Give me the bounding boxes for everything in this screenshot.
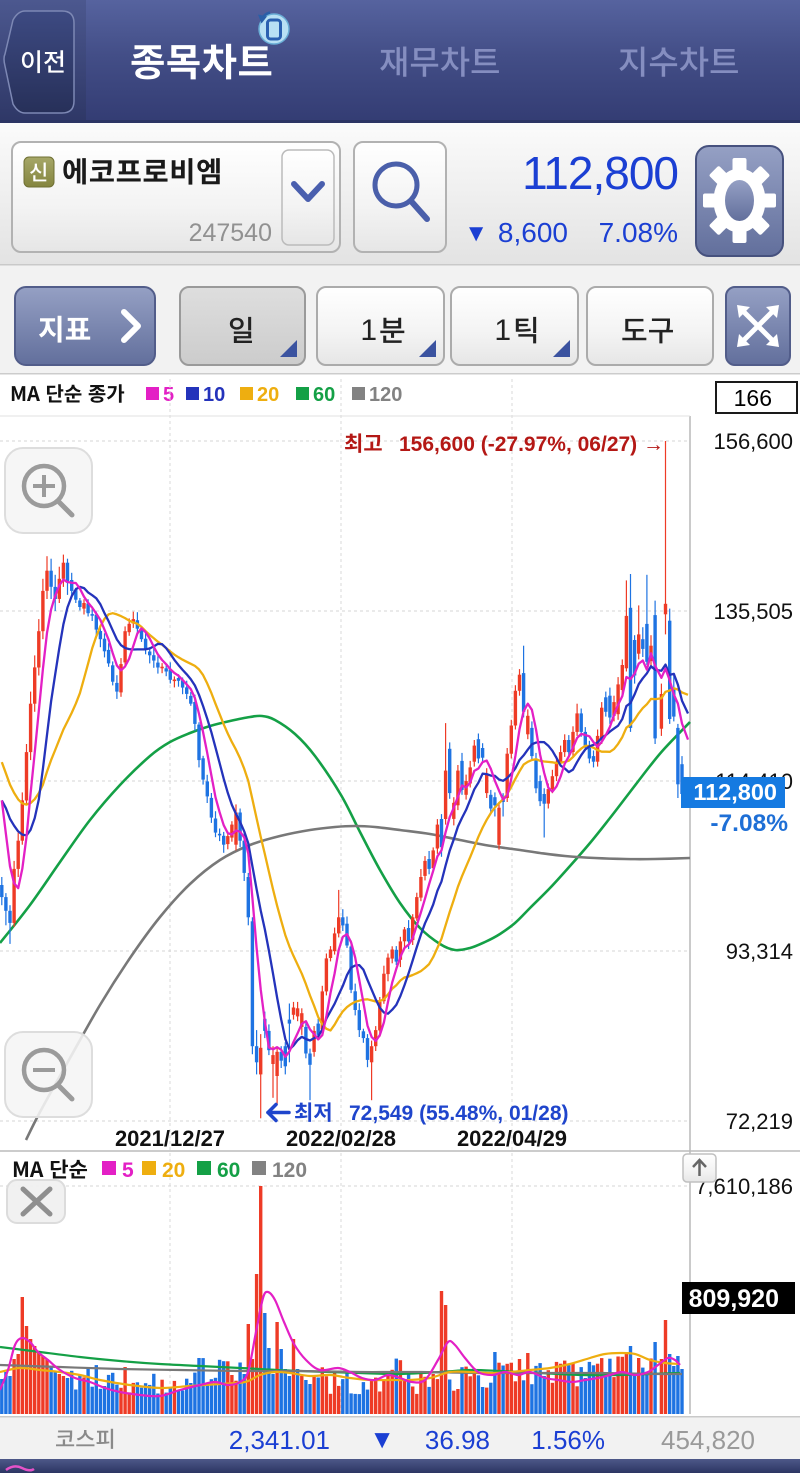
svg-text:156,600: 156,600 xyxy=(713,429,793,454)
svg-text:7.08%: 7.08% xyxy=(599,217,678,248)
svg-text:10: 10 xyxy=(203,384,225,406)
svg-text:5: 5 xyxy=(163,384,174,406)
svg-text:809,920: 809,920 xyxy=(689,1285,779,1313)
svg-text:156,600 (-27.97%, 06/27) →: 156,600 (-27.97%, 06/27) → xyxy=(399,433,664,456)
svg-text:120: 120 xyxy=(272,1159,307,1182)
svg-text:2,341.01: 2,341.01 xyxy=(229,1425,330,1455)
svg-text:1: 1 xyxy=(494,314,511,347)
svg-text:2022/02/28: 2022/02/28 xyxy=(286,1126,396,1151)
svg-text:▼: ▼ xyxy=(369,1424,395,1454)
svg-text:454,820: 454,820 xyxy=(661,1425,755,1455)
svg-text:8,600: 8,600 xyxy=(498,217,568,248)
svg-text:93,314: 93,314 xyxy=(726,939,793,964)
svg-text:112,800: 112,800 xyxy=(693,779,777,805)
svg-text:20: 20 xyxy=(257,384,279,406)
svg-text:135,505: 135,505 xyxy=(713,599,793,624)
svg-text:20: 20 xyxy=(162,1159,185,1182)
svg-text:36.98: 36.98 xyxy=(425,1425,490,1455)
svg-text:2022/04/29: 2022/04/29 xyxy=(457,1126,567,1151)
svg-text:▼: ▼ xyxy=(464,220,488,247)
svg-text:5: 5 xyxy=(122,1159,134,1182)
svg-text:60: 60 xyxy=(313,384,335,406)
svg-text:-7.08%: -7.08% xyxy=(710,810,788,837)
svg-text:166: 166 xyxy=(734,385,772,411)
svg-text:72,549 (55.48%, 01/28): 72,549 (55.48%, 01/28) xyxy=(349,1102,569,1125)
svg-text:2021/12/27: 2021/12/27 xyxy=(115,1126,225,1151)
svg-text:112,800: 112,800 xyxy=(522,147,678,199)
svg-text:1.56%: 1.56% xyxy=(531,1425,605,1455)
svg-text:247540: 247540 xyxy=(189,219,272,247)
svg-text:120: 120 xyxy=(369,384,402,406)
svg-text:72,219: 72,219 xyxy=(726,1109,793,1134)
svg-text:60: 60 xyxy=(217,1159,240,1182)
svg-text:1: 1 xyxy=(360,314,377,347)
